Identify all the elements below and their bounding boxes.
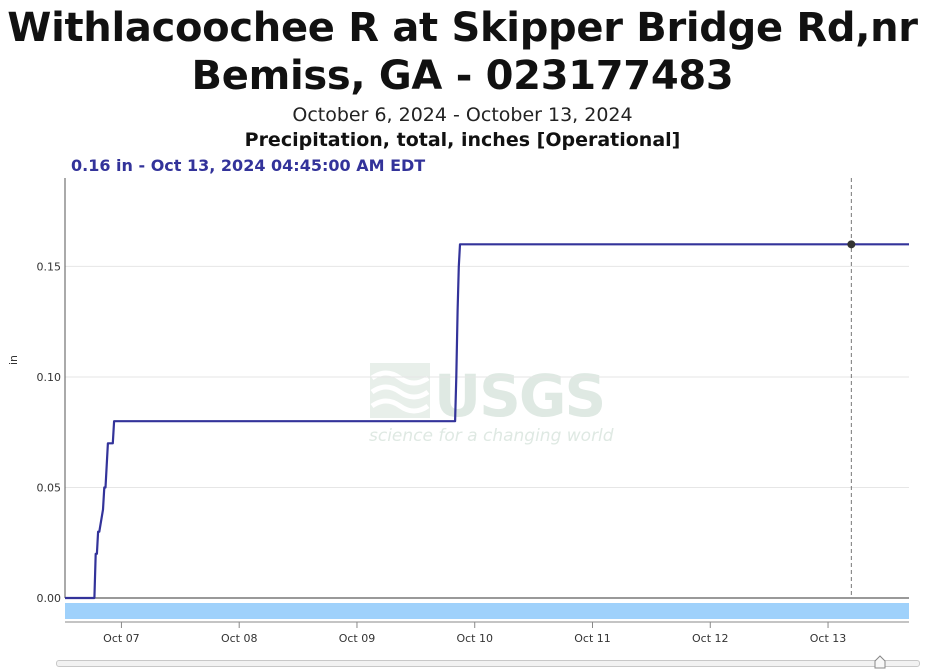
x-tick-label: Oct 09 [339,632,376,645]
range-slider-track[interactable] [56,660,920,667]
range-band-fill[interactable] [65,603,909,619]
x-tick-label: Oct 08 [221,632,258,645]
series-group [65,243,909,600]
y-tick-label: 0.05 [37,481,62,494]
x-tick-label: Oct 12 [692,632,729,645]
usgs-tagline: science for a changing world [369,426,614,446]
range-band[interactable] [65,603,909,619]
y-tick-label: 0.00 [37,592,62,605]
date-range: October 6, 2024 - October 13, 2024 [292,104,633,126]
y-tick-label: 0.10 [37,371,62,384]
title-line-2: Bemiss, GA - 023177483 [191,53,734,99]
usgs-watermark: USGS science for a changing world [369,362,614,446]
range-slider-handle[interactable] [874,655,886,669]
x-tick-label: Oct 07 [103,632,140,645]
usgs-logo-text: USGS [434,362,604,430]
x-tick-label: Oct 11 [574,632,611,645]
parameter-label: Precipitation, total, inches [Operationa… [244,129,681,151]
hover-point-marker [847,240,856,249]
y-axis-ticks: 0.00 0.05 0.10 0.15 [37,260,62,605]
x-axis-ticks: Oct 07 Oct 08 Oct 09 Oct 10 Oct 11 Oct 12 Oct … [103,622,846,645]
x-tick-label: Oct 10 [456,632,493,645]
axes [64,178,909,623]
y-tick-label: 0.15 [37,260,62,273]
title-line-1: Withlacoochee R at Skipper Bridge Rd,nr [7,5,918,51]
hover-group [847,178,856,598]
y-axis-label: in [7,355,20,365]
chart-title: Withlacoochee R at Skipper Bridge Rd,nr … [0,4,925,100]
x-tick-label: Oct 13 [810,632,847,645]
precipitation-series-line [65,243,909,600]
gridlines [65,265,909,488]
hover-readout: 0.16 in - Oct 13, 2024 04:45:00 AM EDT [71,156,426,175]
